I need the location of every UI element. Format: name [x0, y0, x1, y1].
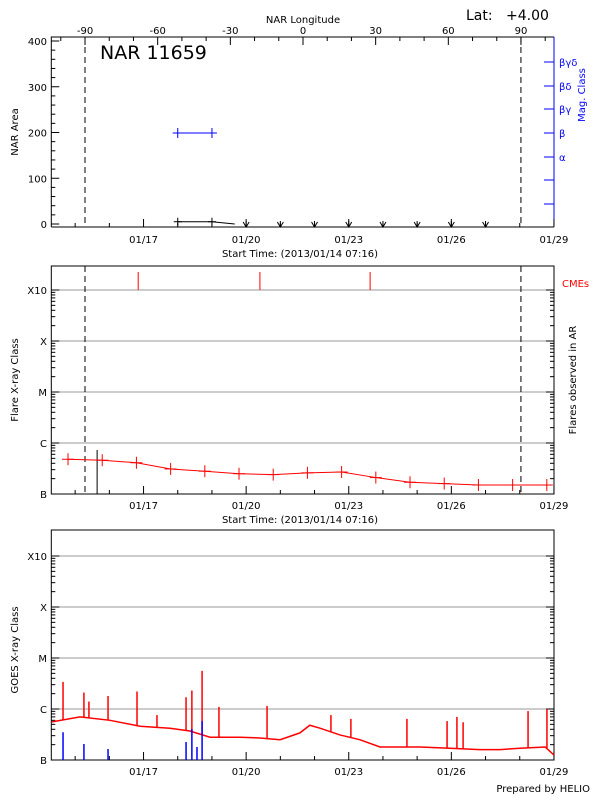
upper-limit-arrow	[447, 221, 455, 228]
prepared-by: Prepared by HELIO	[496, 784, 590, 795]
y-tick-label: X10	[27, 286, 47, 297]
x-tick-label: 01/23	[334, 767, 363, 778]
upper-limit-arrow	[413, 221, 421, 228]
region-title: NAR 11659	[100, 42, 207, 64]
top-x-tick-label: 90	[515, 26, 528, 37]
y-tick-label: M	[38, 654, 47, 665]
y-tick-label: X	[40, 337, 47, 348]
x-tick-label: 01/29	[540, 767, 569, 778]
upper-limit-arrow	[276, 221, 284, 228]
x-tick-label: 01/29	[540, 235, 569, 246]
y-tick-label: 300	[28, 83, 47, 94]
x-axis-title: Start Time: (2013/01/14 07:16)	[222, 249, 378, 260]
y-tick-label: M	[38, 388, 47, 399]
x-tick-label: 01/29	[540, 501, 569, 512]
y-tick-label: C	[40, 705, 47, 716]
top-axis-title: NAR Longitude	[266, 15, 340, 26]
y2-tick-label: βδ	[559, 82, 572, 93]
x-tick-label: 01/26	[437, 235, 466, 246]
y-axis-title: Flare X-ray Class	[10, 338, 21, 422]
area-series-line	[177, 221, 235, 225]
y-tick-label: C	[40, 439, 47, 450]
x-tick-label: 01/26	[437, 767, 466, 778]
top-x-tick-label: 60	[442, 26, 455, 37]
plot-frame	[50, 36, 554, 227]
x-tick-label: 01/20	[232, 767, 261, 778]
y2-tick-label: β	[559, 129, 565, 140]
y-tick-label: 0	[41, 220, 47, 231]
plot-frame	[50, 529, 555, 761]
goes-xray-panel: GOES X-ray Class B C M X X10 01/17 01/20 01/23 0…	[10, 529, 569, 778]
x-tick-label: 01/17	[129, 767, 158, 778]
x-tick-label: 01/20	[232, 501, 261, 512]
flare-class-panel: Flare X-ray Class Flares observed in AR …	[10, 265, 589, 526]
y-tick-label: 100	[28, 174, 47, 185]
top-x-tick-label: 30	[369, 26, 382, 37]
upper-limit-arrow	[311, 221, 318, 228]
y2-axis-title: Flares observed in AR	[568, 326, 579, 435]
y2-tick-label: βγ	[559, 105, 571, 116]
y-tick-label: X10	[27, 552, 47, 563]
goes-long-channel-line	[51, 716, 555, 756]
y-tick-label: B	[40, 490, 47, 501]
plot-frame	[50, 265, 555, 495]
top-x-tick-label: -30	[222, 26, 238, 37]
x-tick-label: 01/20	[232, 235, 261, 246]
upper-limit-arrow	[379, 221, 387, 228]
x-tick-label: 01/17	[129, 235, 158, 246]
lat-value: +4.00	[506, 8, 549, 24]
upper-limit-arrow	[482, 221, 489, 228]
cme-label: CMEs	[562, 279, 589, 290]
y2-tick-label: α	[559, 153, 566, 164]
nar-area-panel: NAR Longitude NAR 11659 NAR Area Mag. Cl…	[10, 15, 588, 260]
lat-label: Lat:	[466, 8, 493, 24]
y-tick-label: 400	[28, 37, 47, 48]
x-tick-label: 01/17	[129, 501, 158, 512]
y2-tick-label: βγδ	[559, 58, 577, 69]
upper-limit-arrow	[242, 221, 250, 228]
top-x-tick-label: -90	[77, 26, 93, 37]
x-tick-label: 01/26	[437, 501, 466, 512]
y2-axis-title: Mag. Class	[577, 68, 588, 122]
y-axis-title: GOES X-ray Class	[10, 606, 21, 693]
y-tick-label: X	[40, 603, 47, 614]
x-tick-label: 01/23	[334, 501, 363, 512]
y-tick-label: 200	[28, 129, 47, 140]
top-x-tick-label: -60	[150, 26, 166, 37]
x-tick-label: 01/23	[334, 235, 363, 246]
x-axis-title: Start Time: (2013/01/14 07:16)	[222, 515, 378, 526]
y-axis-title: NAR Area	[10, 108, 21, 155]
top-x-tick-label: 0	[300, 26, 306, 37]
upper-limit-arrow	[345, 221, 353, 228]
y-tick-label: B	[40, 756, 47, 767]
